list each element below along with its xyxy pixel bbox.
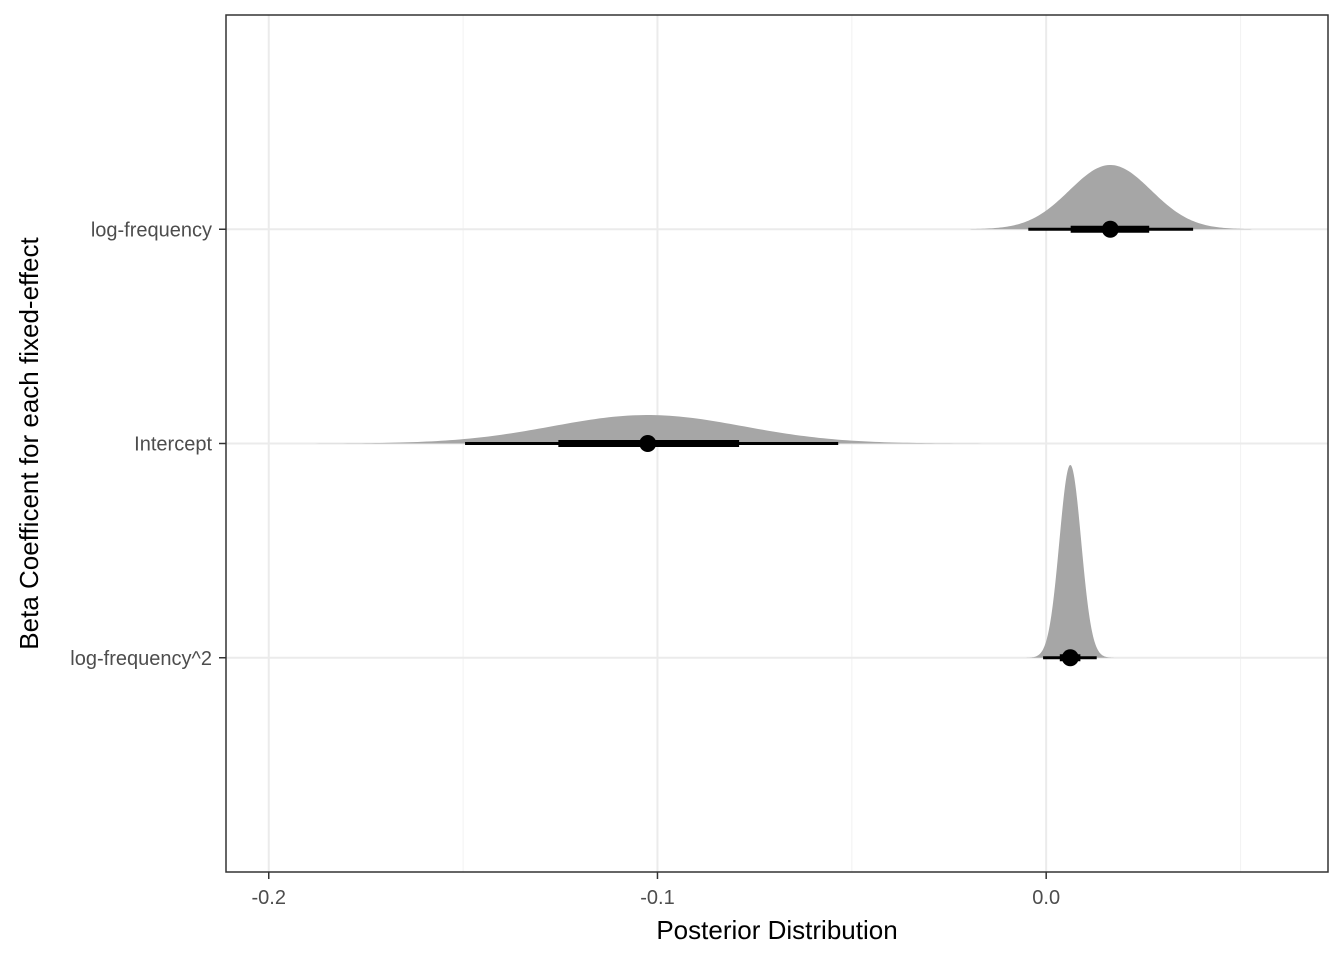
y-tick-label: Intercept: [134, 434, 212, 456]
median-point-log-frequency: [1101, 220, 1119, 238]
x-tick-label: 0.0: [1032, 887, 1060, 909]
axis-layer: -0.2 -0.1 0.0 log-frequency^2 Intercept log-f…: [70, 219, 1060, 909]
density-log-frequency: [970, 164, 1252, 230]
median-point-intercept: [639, 435, 657, 452]
interval-layer: [465, 220, 1194, 667]
density-log-frequency-2: [1020, 464, 1119, 658]
density-layer: [282, 164, 1252, 658]
y-axis-title: Beta Coefficent for each fixed-effect: [14, 237, 44, 650]
x-tick-label: -0.2: [252, 887, 286, 909]
x-axis-title: Posterior Distribution: [656, 915, 897, 945]
y-tick-label: log-frequency: [91, 219, 212, 241]
density-intercept: [282, 415, 1029, 444]
median-point-log-frequency-2: [1061, 649, 1079, 667]
y-tick-label: log-frequency^2: [70, 648, 212, 670]
x-tick-label: -0.1: [640, 887, 674, 909]
